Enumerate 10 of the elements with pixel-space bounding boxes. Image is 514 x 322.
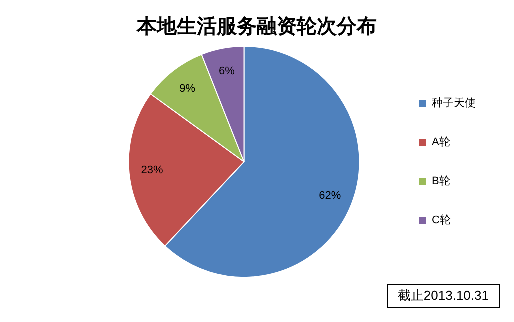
legend-label: 种子天使 xyxy=(432,96,476,110)
data-label: 62% xyxy=(319,190,342,202)
data-label: 9% xyxy=(180,83,196,96)
data-label: 6% xyxy=(218,65,236,78)
text: 截止2013.10.31 xyxy=(398,288,489,303)
data-label: 23% xyxy=(141,164,164,177)
legend-label: B轮 xyxy=(432,176,450,188)
legend-label: C轮 xyxy=(432,214,451,227)
chart-title: 本地生活服务融资轮次分布 xyxy=(136,15,378,40)
legend-label: A轮 xyxy=(432,136,450,149)
